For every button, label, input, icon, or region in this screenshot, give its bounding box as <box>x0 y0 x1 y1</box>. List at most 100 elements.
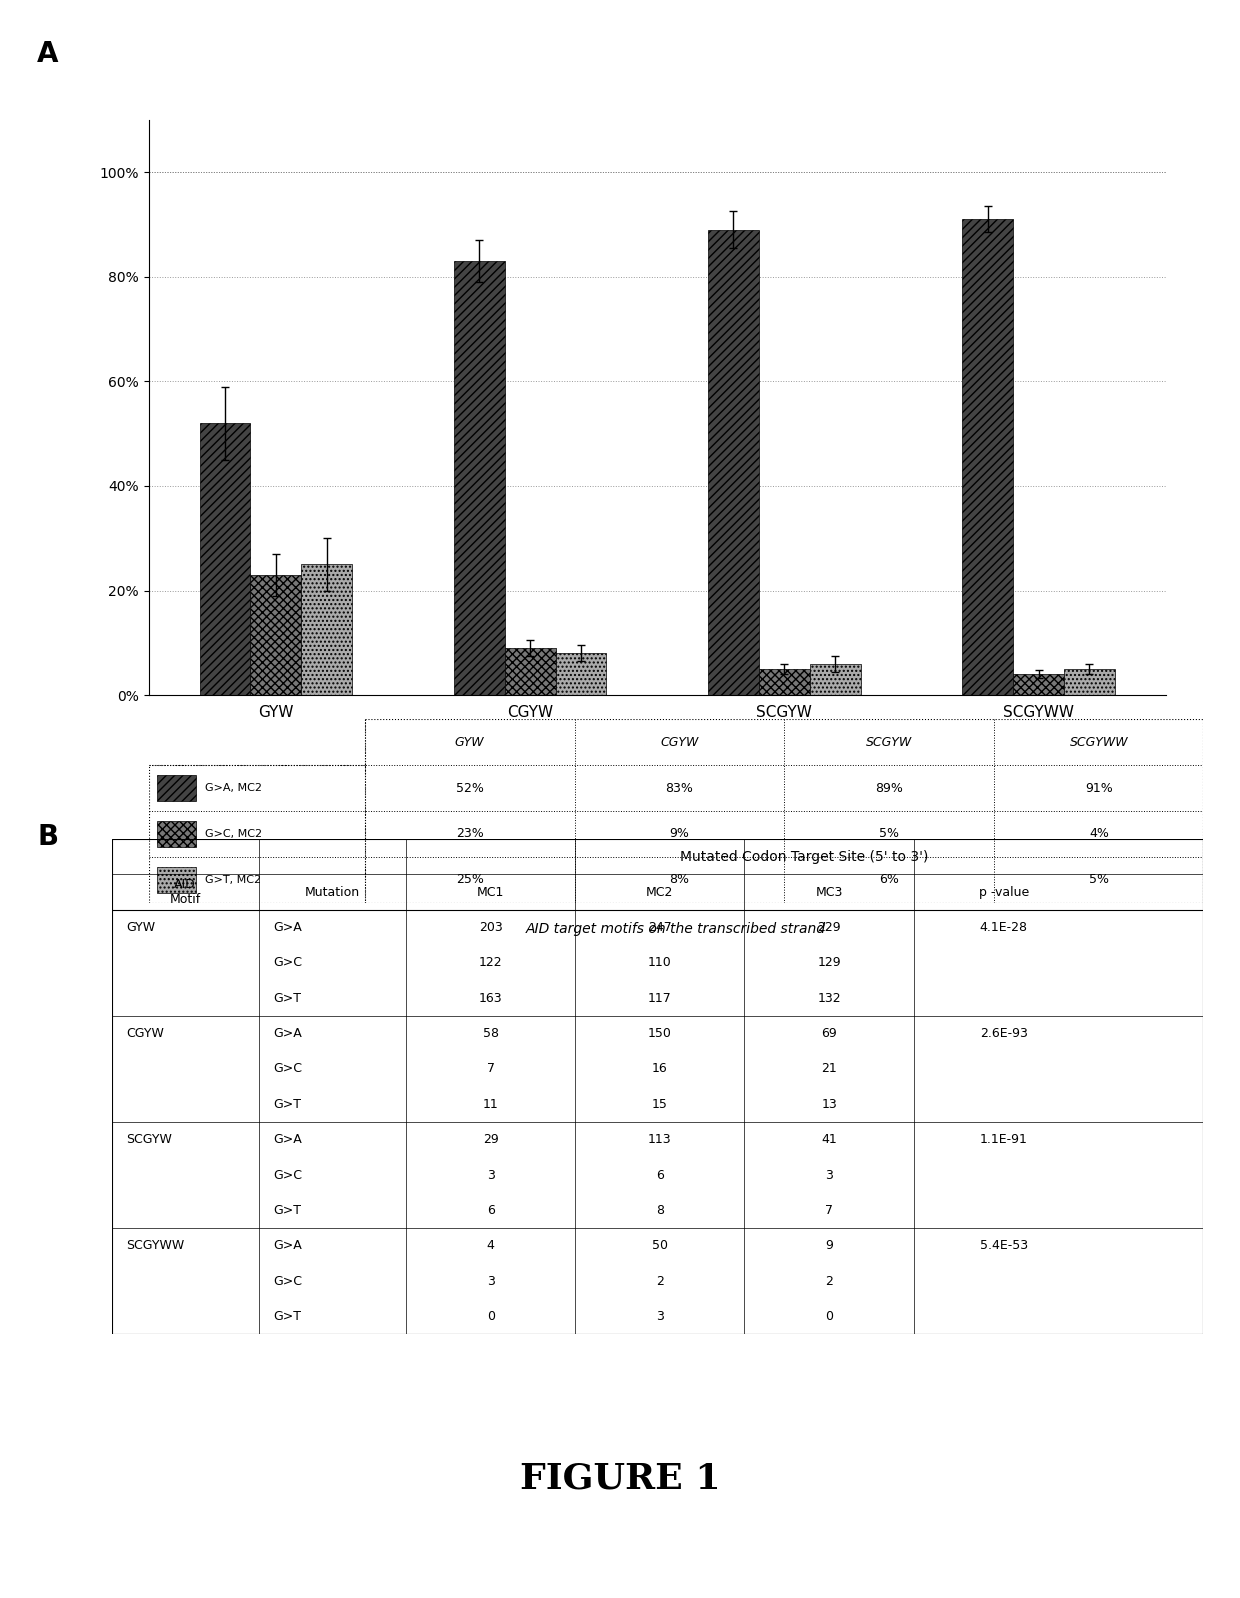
Text: 247: 247 <box>649 920 672 933</box>
Text: 203: 203 <box>479 920 502 933</box>
Text: Mutation: Mutation <box>305 885 360 898</box>
Text: 11: 11 <box>482 1098 498 1111</box>
Text: GYW: GYW <box>126 920 155 933</box>
Bar <box>200 423 250 695</box>
Text: 29: 29 <box>482 1133 498 1146</box>
Text: SCGYW: SCGYW <box>866 735 913 748</box>
Text: G>T: G>T <box>274 1310 301 1323</box>
Text: G>C: G>C <box>274 1063 303 1075</box>
Text: 122: 122 <box>479 956 502 970</box>
Text: 3: 3 <box>487 1275 495 1288</box>
Text: 113: 113 <box>649 1133 672 1146</box>
Text: 4.1E-28: 4.1E-28 <box>980 920 1028 933</box>
Text: 2.6E-93: 2.6E-93 <box>980 1028 1028 1040</box>
Text: 5.4E-53: 5.4E-53 <box>980 1240 1028 1253</box>
Text: 163: 163 <box>479 992 502 1005</box>
Text: G>T: G>T <box>274 992 301 1005</box>
Text: 110: 110 <box>649 956 672 970</box>
Text: G>T: G>T <box>274 1098 301 1111</box>
Text: MC1: MC1 <box>477 885 505 898</box>
Text: G>C: G>C <box>274 1168 303 1181</box>
Text: 4: 4 <box>487 1240 495 1253</box>
Text: 8: 8 <box>656 1203 663 1218</box>
Text: 5%: 5% <box>879 828 899 841</box>
Text: 3: 3 <box>825 1168 833 1181</box>
Text: G>A: G>A <box>274 1133 303 1146</box>
Text: 83%: 83% <box>666 781 693 794</box>
Text: 69: 69 <box>821 1028 837 1040</box>
Text: 0: 0 <box>487 1310 495 1323</box>
Text: A: A <box>37 40 58 69</box>
Text: 25%: 25% <box>456 874 484 887</box>
Text: SCGYWW: SCGYWW <box>126 1240 185 1253</box>
Text: CGYW: CGYW <box>126 1028 164 1040</box>
Text: 15: 15 <box>652 1098 668 1111</box>
Text: 3: 3 <box>656 1310 663 1323</box>
Text: 6: 6 <box>656 1168 663 1181</box>
Text: 4%: 4% <box>1089 828 1109 841</box>
Text: AID target motifs on the transcribed strand: AID target motifs on the transcribed str… <box>526 922 826 936</box>
Text: 129: 129 <box>817 956 841 970</box>
Text: SCGYWW: SCGYWW <box>1070 735 1128 748</box>
Text: G>A: G>A <box>274 1240 303 1253</box>
Text: G>C: G>C <box>274 1275 303 1288</box>
Text: p -value: p -value <box>978 885 1029 898</box>
Text: 6: 6 <box>487 1203 495 1218</box>
Text: 7: 7 <box>487 1063 495 1075</box>
Text: G>T, MC2: G>T, MC2 <box>205 874 262 885</box>
Text: 13: 13 <box>821 1098 837 1111</box>
Text: G>T: G>T <box>274 1203 301 1218</box>
Text: SCGYW: SCGYW <box>126 1133 172 1146</box>
Text: 9%: 9% <box>670 828 689 841</box>
Bar <box>1064 670 1115 695</box>
Text: AID
Motif: AID Motif <box>170 877 201 906</box>
Text: 3: 3 <box>487 1168 495 1181</box>
Text: 8%: 8% <box>670 874 689 887</box>
Text: G>C, MC2: G>C, MC2 <box>205 829 262 839</box>
Bar <box>301 564 352 695</box>
Text: FIGURE 1: FIGURE 1 <box>520 1461 720 1496</box>
Text: 9: 9 <box>825 1240 833 1253</box>
Text: G>A, MC2: G>A, MC2 <box>205 783 262 793</box>
Text: 1.1E-91: 1.1E-91 <box>980 1133 1028 1146</box>
Text: MC3: MC3 <box>816 885 843 898</box>
Text: 2: 2 <box>656 1275 663 1288</box>
Text: 117: 117 <box>649 992 672 1005</box>
Bar <box>454 260 505 695</box>
Text: 91%: 91% <box>1085 781 1112 794</box>
Text: GYW: GYW <box>455 735 485 748</box>
Text: 58: 58 <box>482 1028 498 1040</box>
Bar <box>157 775 196 801</box>
Text: CGYW: CGYW <box>661 735 698 748</box>
Text: 132: 132 <box>817 992 841 1005</box>
Text: 89%: 89% <box>875 781 903 794</box>
Bar <box>505 649 556 695</box>
Bar <box>1013 674 1064 695</box>
Text: 6%: 6% <box>879 874 899 887</box>
Text: Mutated Codon Target Site (5' to 3'): Mutated Codon Target Site (5' to 3') <box>681 850 929 863</box>
Text: 0: 0 <box>825 1310 833 1323</box>
Text: 5%: 5% <box>1089 874 1109 887</box>
Bar <box>708 230 759 695</box>
Bar <box>759 670 810 695</box>
Text: G>C: G>C <box>274 956 303 970</box>
Text: 150: 150 <box>649 1028 672 1040</box>
Bar <box>962 219 1013 695</box>
Bar <box>157 868 196 893</box>
Text: G>A: G>A <box>274 1028 303 1040</box>
Text: 52%: 52% <box>456 781 484 794</box>
Bar <box>250 575 301 695</box>
Text: 41: 41 <box>821 1133 837 1146</box>
Text: B: B <box>37 823 58 852</box>
Text: 23%: 23% <box>456 828 484 841</box>
Text: MC2: MC2 <box>646 885 673 898</box>
Text: 2: 2 <box>825 1275 833 1288</box>
Text: 21: 21 <box>821 1063 837 1075</box>
Text: 50: 50 <box>652 1240 668 1253</box>
Bar <box>810 663 861 695</box>
Text: G>A: G>A <box>274 920 303 933</box>
Text: 16: 16 <box>652 1063 668 1075</box>
Text: 7: 7 <box>825 1203 833 1218</box>
Bar <box>556 654 606 695</box>
Bar <box>157 821 196 847</box>
